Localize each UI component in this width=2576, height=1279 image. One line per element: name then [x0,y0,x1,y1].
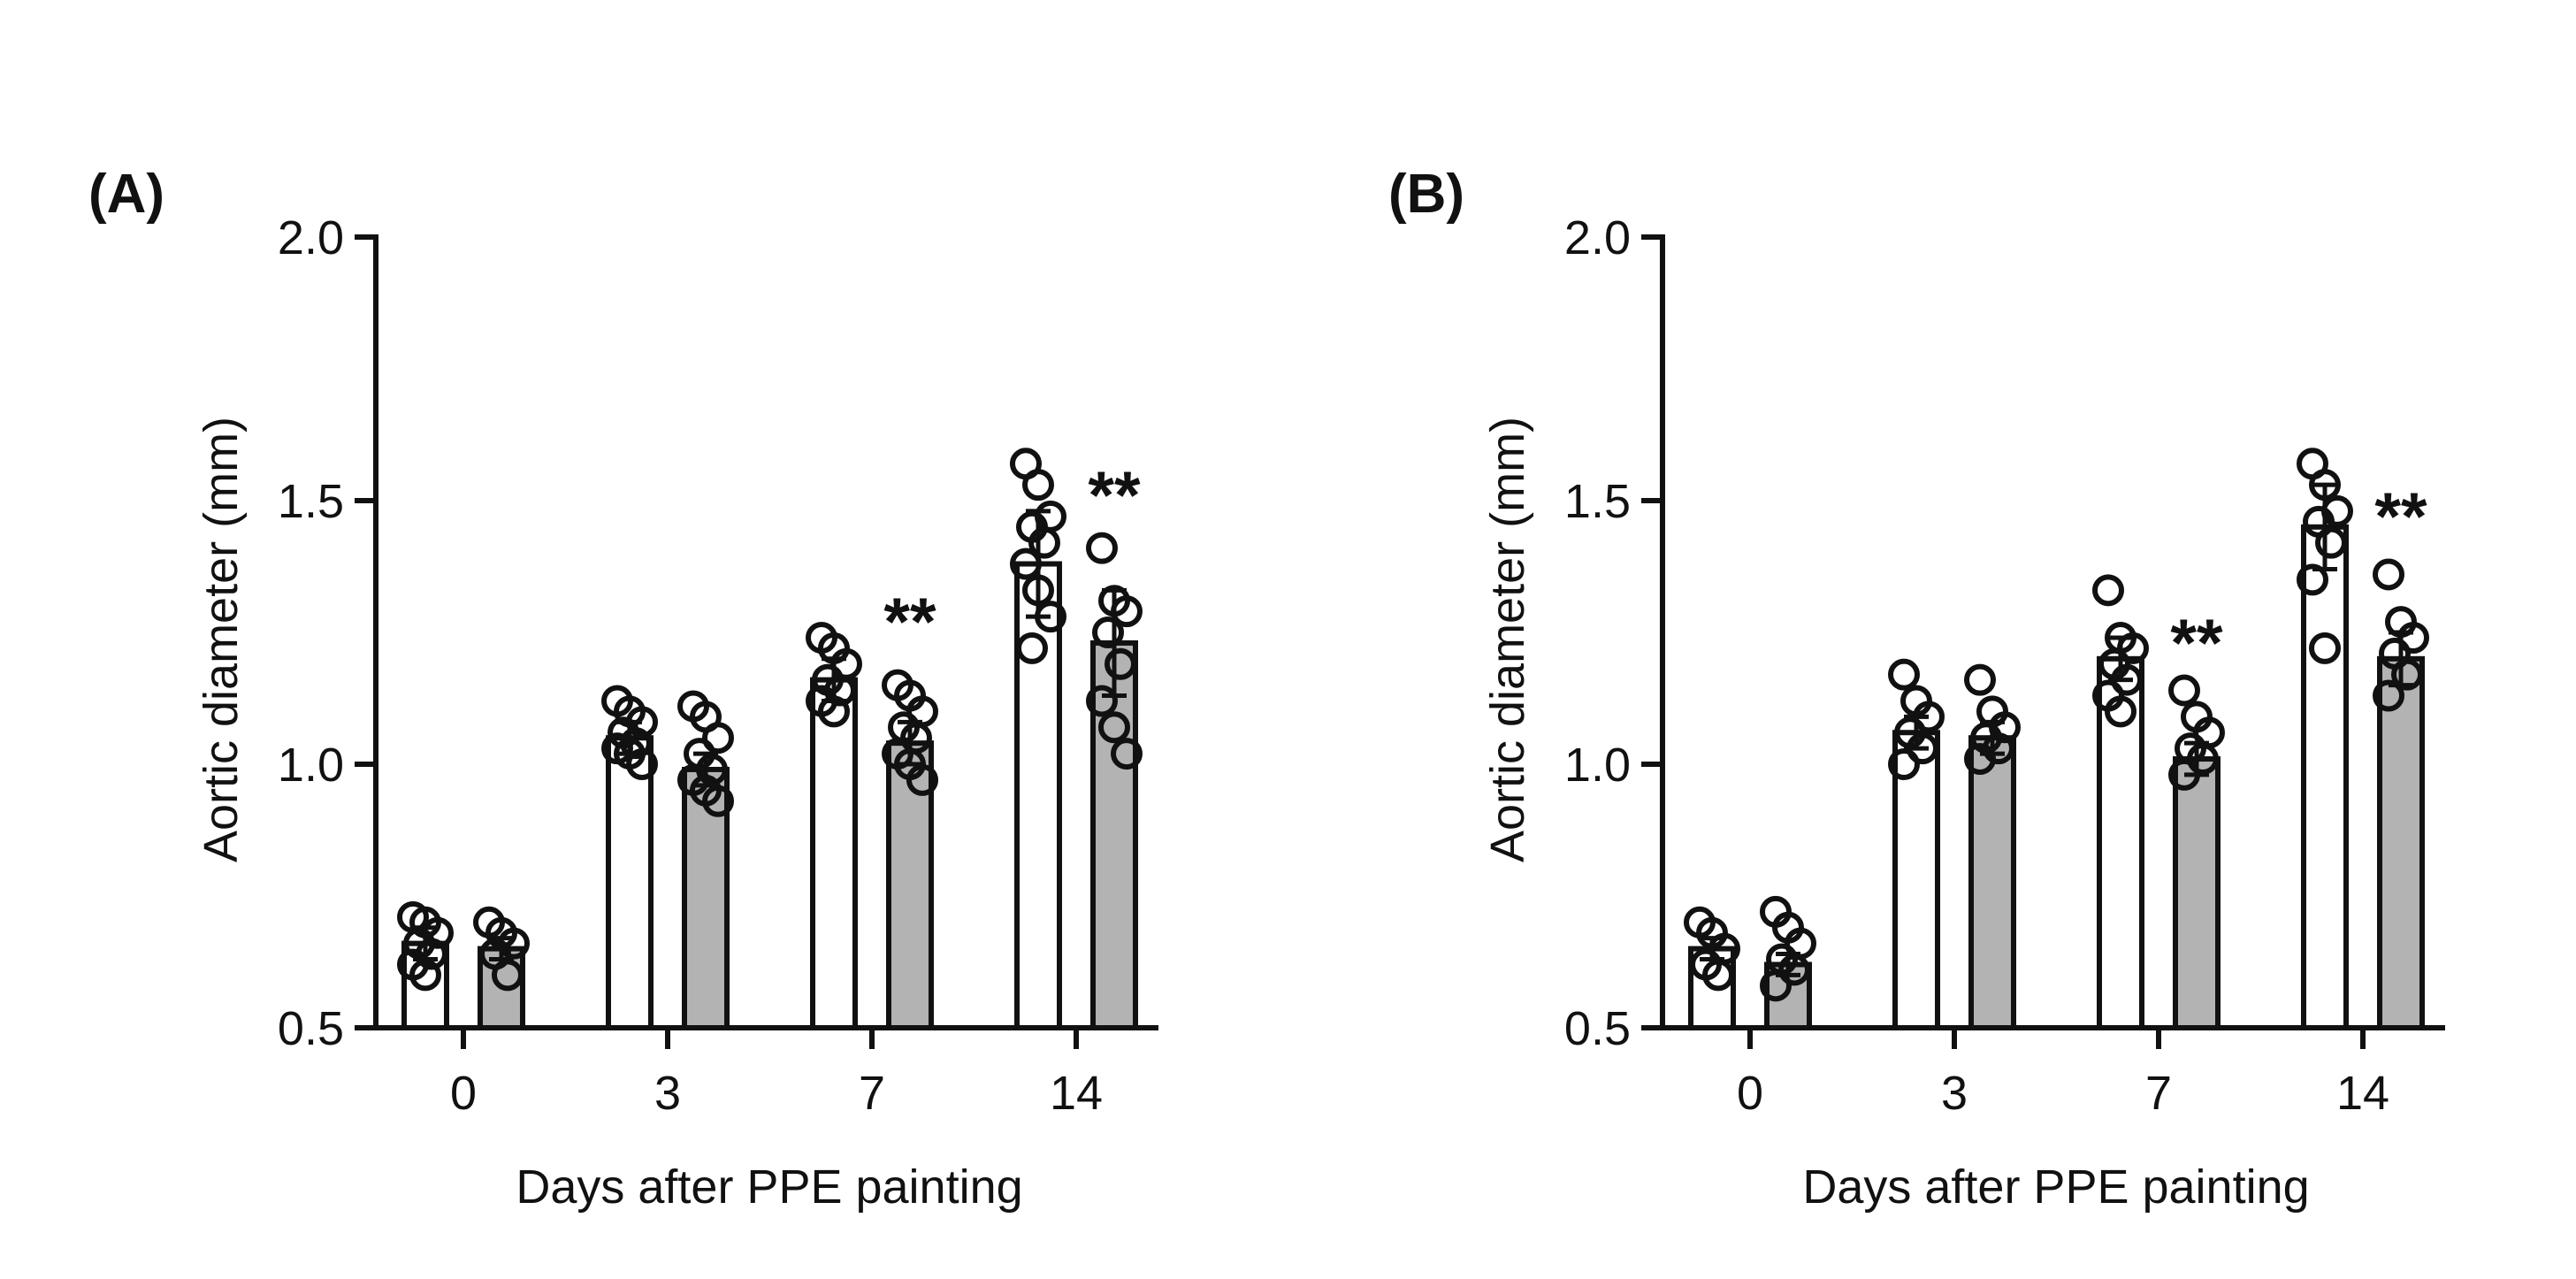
data-point [2309,632,2341,664]
bar-2-day-7 [2173,756,2221,1030]
data-point [1907,732,1938,765]
data-point [626,748,658,780]
bar-2-day-14 [2377,655,2425,1030]
significance-marker: ** [2374,479,2427,555]
data-point [2397,621,2429,654]
panel-label: (B) [1388,164,1464,225]
significance-marker: ** [1088,458,1141,533]
data-point [702,722,734,754]
y-tick-label: 0.5 [1564,1002,1631,1055]
bar-1-day-14 [1014,561,1062,1030]
data-point [1888,748,1920,780]
data-point [1888,658,1920,691]
x-tick-label: 7 [859,1067,885,1120]
data-point [1111,595,1143,628]
data-point [702,785,734,817]
data-point [2315,526,2347,559]
data-point [1028,526,1060,559]
data-point [2117,632,2149,664]
data-point [2297,563,2328,596]
bar-1-day-3 [1892,730,1940,1030]
x-tick-label: 7 [2145,1067,2172,1120]
significance-marker: ** [2170,606,2223,681]
y-axis-title: Aortic diameter (mm) [195,417,248,862]
data-point [1760,969,1792,1002]
data-point [1016,632,1048,664]
x-tick-label: 3 [654,1067,681,1120]
data-point [2105,695,2136,728]
data-point [2373,558,2404,591]
data-point [1086,532,1118,564]
data-point [2092,574,2124,607]
x-axis-title: Days after PPE painting [516,1160,1022,1214]
x-tick-label: 14 [1050,1067,1103,1120]
panel-b: (B) 0.5 1.0 1.5 2.0 0 3 7 14 Days after PPE paint… [1388,164,2445,1214]
y-tick-label: 1.0 [1564,739,1631,792]
data-point [409,959,441,992]
x-tick-label: 3 [1941,1067,1968,1120]
data-point [2168,758,2200,791]
x-axis-title: Days after PPE painting [1802,1160,2309,1214]
data-point [2168,674,2200,707]
data-point [2309,469,2341,502]
x-tick-label: 0 [450,1067,477,1120]
data-point [2373,679,2404,712]
y-axis-title: Aortic diameter (mm) [1481,417,1534,862]
y-tick-label: 2.0 [1564,211,1631,264]
y-tick-label: 1.0 [278,739,344,792]
data-point [1964,743,1996,776]
x-tick-label: 14 [2336,1067,2389,1120]
bar-1-day-14 [2301,524,2349,1030]
y-tick-label: 1.5 [1564,475,1631,528]
data-point [818,695,850,728]
data-point [1105,647,1136,680]
bar-1-day-3 [606,735,654,1030]
data-point [1092,617,1124,648]
data-point [1010,548,1042,580]
data-point [2187,743,2219,776]
data-point [1913,701,1945,733]
data-point [2111,663,2143,696]
panel-label: (A) [88,164,164,225]
data-point [1964,663,1996,696]
y-tick-label: 2.0 [278,211,344,264]
data-point [1111,738,1143,770]
bar-2-day-3 [1968,735,2016,1030]
data-point [1778,954,1810,986]
significance-marker: ** [883,585,936,660]
bar-1-day-7 [810,677,858,1030]
y-tick-label: 1.5 [278,475,344,528]
y-tick-label: 0.5 [278,1002,344,1055]
data-point [2391,658,2423,691]
data-point [1098,711,1130,744]
data-point [1702,959,1734,992]
data-point [492,959,524,992]
x-tick-label: 0 [1737,1067,1763,1120]
data-point [1022,469,1054,502]
data-point [1035,601,1066,633]
data-point [1086,685,1118,717]
panel-a: (A) 0.5 1.0 1.5 2.0 0 3 7 14 Days after PPE paint… [88,164,1158,1214]
data-point [906,763,938,796]
data-point [1022,574,1054,607]
